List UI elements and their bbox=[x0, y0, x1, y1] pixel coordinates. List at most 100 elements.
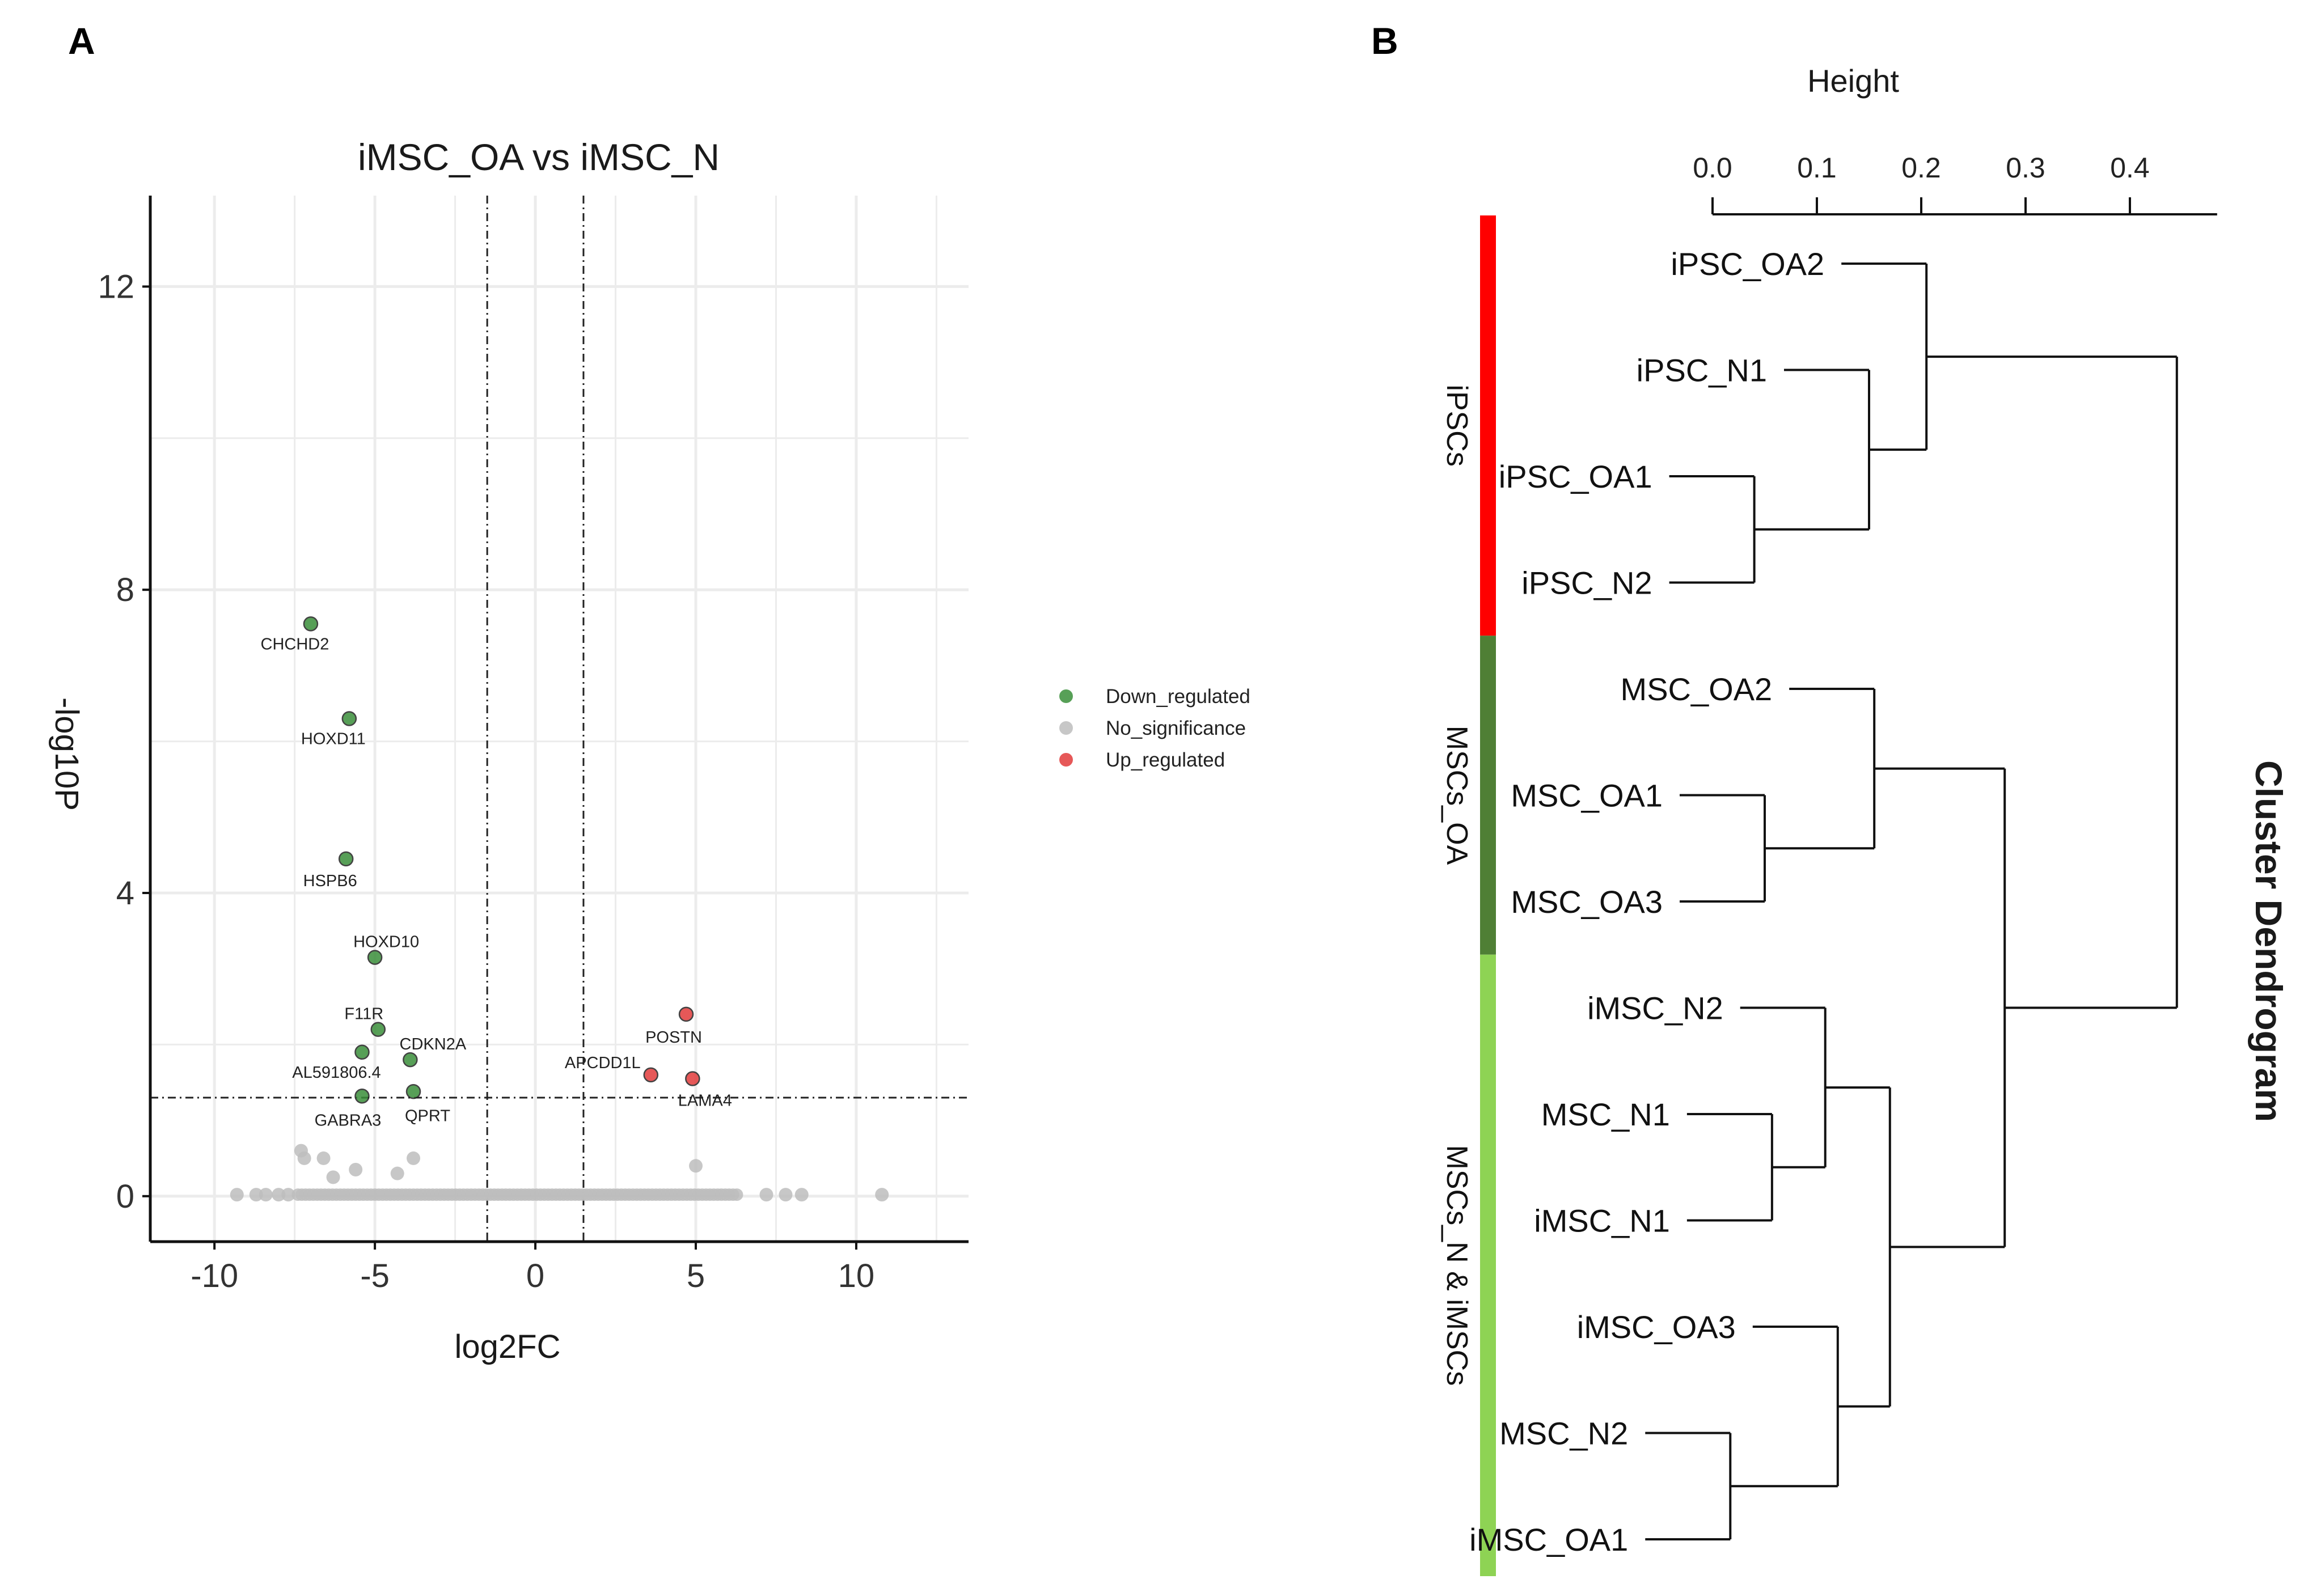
leaf-label-msc-oa1: MSC_OA1 bbox=[1511, 778, 1663, 814]
y-tick-label: 4 bbox=[116, 875, 134, 912]
leaf-label-ipsc-n1: iPSC_N1 bbox=[1637, 353, 1767, 388]
point-nosig bbox=[759, 1188, 773, 1202]
point-nosig bbox=[316, 1151, 331, 1165]
legend-key-up bbox=[1059, 753, 1073, 767]
point-chchd2 bbox=[303, 616, 319, 632]
point-label-apcdd1l: APCDD1L bbox=[565, 1054, 641, 1072]
legend-label-nosig: No_significance bbox=[1106, 717, 1246, 739]
dendrogram-axis-label: Height bbox=[1807, 63, 1899, 99]
point-nosig bbox=[259, 1188, 273, 1202]
legend-key-nosig bbox=[1059, 721, 1073, 735]
point-qprt bbox=[405, 1084, 421, 1099]
cluster-dendrogram: Height 0.0 0.1 0.2 0.3 0.4 iPSCs MSCs_OA MSCs_… bbox=[1440, 63, 2290, 1576]
leaf-label-msc-oa2: MSC_OA2 bbox=[1621, 671, 1773, 707]
point-label-f11r: F11R bbox=[344, 1005, 383, 1023]
dendrogram-title: Cluster Dendrogram bbox=[2248, 760, 2290, 1122]
x-tick-label: -5 bbox=[360, 1258, 390, 1294]
point-nonsignificant bbox=[730, 1188, 743, 1201]
leaf-label-msc-oa3: MSC_OA3 bbox=[1511, 884, 1663, 920]
point-postn bbox=[678, 1006, 694, 1022]
x-tick-label: 10 bbox=[838, 1258, 875, 1294]
point-label-postn: POSTN bbox=[645, 1028, 702, 1047]
volcano-points bbox=[230, 616, 889, 1202]
point-label-al591806-4: AL591806.4 bbox=[292, 1064, 381, 1082]
y-tick-label: 8 bbox=[116, 571, 134, 608]
height-tick-label: 0.2 bbox=[1901, 152, 1941, 184]
point-nosig bbox=[249, 1188, 263, 1202]
dendrogram-group-bars: iPSCs MSCs_OA MSCs_N & iMSCs bbox=[1440, 215, 1496, 1576]
group-label-ipscs: iPSCs bbox=[1440, 384, 1473, 466]
point-nosig bbox=[689, 1159, 703, 1173]
point-nosig bbox=[230, 1188, 244, 1202]
point-label-gabra3: GABRA3 bbox=[315, 1111, 382, 1129]
point-gabra3 bbox=[354, 1089, 370, 1104]
point-label-qprt: QPRT bbox=[405, 1107, 450, 1125]
point-hoxd11 bbox=[341, 711, 357, 726]
point-nosig bbox=[297, 1151, 311, 1165]
point-al591806-4 bbox=[354, 1044, 370, 1060]
point-label-hspb6: HSPB6 bbox=[303, 872, 357, 890]
leaf-label-msc-n1: MSC_N1 bbox=[1541, 1097, 1670, 1132]
x-tick-label: -10 bbox=[191, 1258, 238, 1294]
legend-key-down bbox=[1059, 689, 1073, 703]
panel-a-letter: A bbox=[68, 20, 95, 62]
point-lama4 bbox=[685, 1071, 700, 1086]
x-tick-label: 5 bbox=[687, 1258, 705, 1294]
y-tick-label: 0 bbox=[116, 1178, 134, 1215]
volcano-x-label: log2FC bbox=[455, 1328, 561, 1365]
x-tick-label: 0 bbox=[526, 1258, 544, 1294]
legend-label-up: Up_regulated bbox=[1106, 749, 1225, 771]
leaf-label-imsc-oa3: iMSC_OA3 bbox=[1577, 1309, 1736, 1345]
point-hspb6 bbox=[338, 851, 354, 867]
point-label-hoxd11: HOXD11 bbox=[301, 730, 366, 748]
point-nosig bbox=[349, 1162, 363, 1176]
point-nosig bbox=[875, 1188, 889, 1202]
point-cdkn2a bbox=[403, 1052, 418, 1068]
panel-b-letter: B bbox=[1371, 20, 1398, 62]
leaf-label-ipsc-oa2: iPSC_OA2 bbox=[1671, 246, 1824, 282]
point-nosig bbox=[794, 1188, 809, 1202]
height-tick-label: 0.3 bbox=[2006, 152, 2045, 184]
point-label-cdkn2a: CDKN2A bbox=[400, 1035, 467, 1053]
group-bar-ipscs bbox=[1480, 215, 1496, 636]
point-f11r bbox=[370, 1022, 386, 1037]
point-apcdd1l bbox=[643, 1067, 659, 1083]
leaf-label-imsc-oa1: iMSC_OA1 bbox=[1469, 1522, 1628, 1557]
leaf-label-ipsc-n2: iPSC_N2 bbox=[1521, 565, 1652, 601]
leaf-label-imsc-n2: iMSC_N2 bbox=[1587, 990, 1723, 1026]
group-bar-mscs-oa bbox=[1480, 636, 1496, 955]
volcano-legend: Down_regulated No_significance Up_regulate… bbox=[1059, 685, 1250, 771]
point-nosig bbox=[390, 1166, 404, 1180]
point-nosig bbox=[272, 1188, 286, 1202]
volcano-thresholds bbox=[150, 196, 969, 1242]
volcano-title: iMSC_OA vs iMSC_N bbox=[358, 136, 720, 178]
leaf-label-ipsc-oa1: iPSC_OA1 bbox=[1499, 459, 1652, 494]
volcano-tick-labels: -10 -5 0 5 10 0 4 8 12 bbox=[98, 268, 874, 1294]
height-tick-label: 0.4 bbox=[2110, 152, 2150, 184]
point-label-lama4: LAMA4 bbox=[678, 1092, 732, 1110]
y-tick-label: 12 bbox=[98, 268, 134, 305]
dendrogram-leaf-labels: iPSC_OA2 iPSC_N1 iPSC_OA1 iPSC_N2 MSC_OA2 MSC… bbox=[1469, 246, 1824, 1557]
point-nosig bbox=[326, 1170, 340, 1184]
point-label-chchd2: CHCHD2 bbox=[261, 635, 329, 653]
leaf-label-imsc-n1: iMSC_N1 bbox=[1534, 1203, 1670, 1239]
point-label-hoxd10: HOXD10 bbox=[353, 933, 419, 951]
dendrogram-links bbox=[1645, 263, 2178, 1540]
volcano-axes bbox=[142, 196, 969, 1250]
group-bar-mscs-n-imscs bbox=[1480, 954, 1496, 1576]
volcano-point-labels: CHCHD2 HOXD11 HSPB6 HOXD10 F11R AL591806.4 CDK… bbox=[261, 635, 732, 1129]
leaf-label-msc-n2: MSC_N2 bbox=[1499, 1416, 1628, 1451]
legend-label-down: Down_regulated bbox=[1106, 685, 1250, 708]
group-label-mscs-n-imscs: MSCs_N & iMSCs bbox=[1440, 1145, 1473, 1386]
point-nosig bbox=[779, 1188, 793, 1202]
group-label-mscs-oa: MSCs_OA bbox=[1440, 726, 1473, 865]
point-hoxd10 bbox=[367, 950, 383, 965]
point-nosig bbox=[407, 1151, 421, 1165]
height-tick-label: 0.0 bbox=[1693, 152, 1732, 184]
dendrogram-height-axis: 0.0 0.1 0.2 0.3 0.4 bbox=[1693, 152, 2217, 215]
volcano-plot: iMSC_OA vs iMSC_N CHCHD2 HOXD11 HSPB6 HOXD1… bbox=[48, 136, 1250, 1365]
volcano-grid bbox=[150, 196, 969, 1242]
height-tick-label: 0.1 bbox=[1797, 152, 1837, 184]
volcano-y-label: -log10P bbox=[48, 697, 85, 811]
